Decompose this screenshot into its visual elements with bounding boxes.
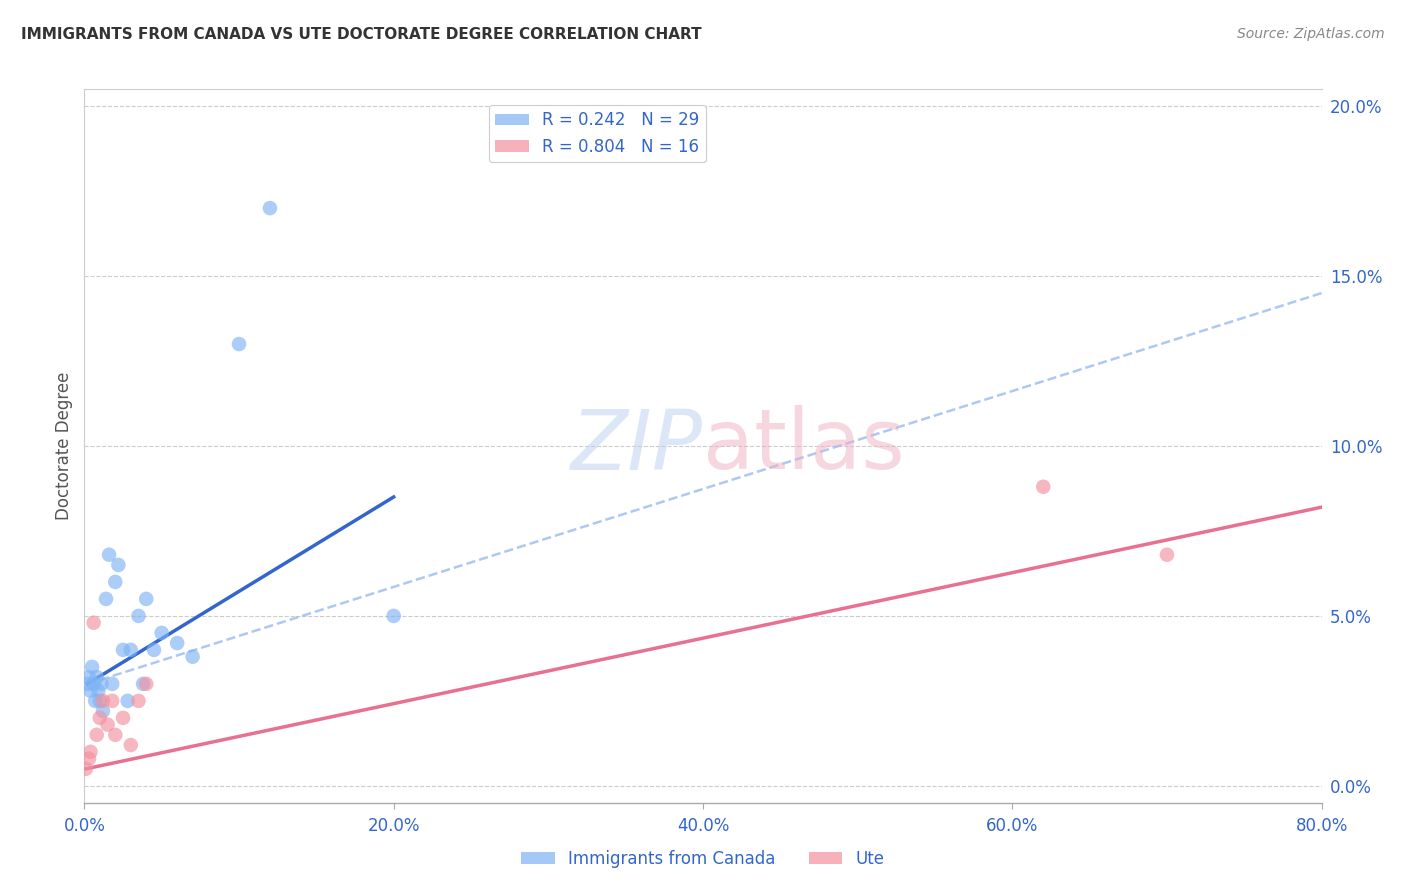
Point bbox=[83, 677, 105, 691]
Point bbox=[101, 677, 124, 691]
Point bbox=[181, 649, 204, 664]
Point bbox=[132, 677, 155, 691]
Point bbox=[83, 615, 105, 630]
Point bbox=[143, 643, 166, 657]
Point bbox=[82, 660, 104, 674]
Point bbox=[259, 201, 281, 215]
Point bbox=[94, 591, 117, 606]
Point bbox=[75, 762, 97, 776]
Point bbox=[101, 694, 124, 708]
Point bbox=[98, 548, 121, 562]
Point bbox=[128, 694, 150, 708]
Point bbox=[107, 558, 129, 572]
Text: ZIP: ZIP bbox=[571, 406, 703, 486]
Point bbox=[150, 626, 173, 640]
Point bbox=[120, 643, 142, 657]
Point bbox=[117, 694, 139, 708]
Legend: Immigrants from Canada, Ute: Immigrants from Canada, Ute bbox=[515, 844, 891, 875]
Point bbox=[228, 337, 250, 351]
Point bbox=[77, 670, 100, 684]
Point bbox=[1032, 480, 1054, 494]
Point bbox=[79, 745, 101, 759]
Point bbox=[79, 683, 101, 698]
Point bbox=[89, 694, 111, 708]
Point bbox=[1156, 548, 1178, 562]
Point bbox=[104, 728, 127, 742]
Point bbox=[104, 574, 127, 589]
Text: IMMIGRANTS FROM CANADA VS UTE DOCTORATE DEGREE CORRELATION CHART: IMMIGRANTS FROM CANADA VS UTE DOCTORATE … bbox=[21, 27, 702, 42]
Text: Source: ZipAtlas.com: Source: ZipAtlas.com bbox=[1237, 27, 1385, 41]
Point bbox=[76, 677, 98, 691]
Point bbox=[166, 636, 188, 650]
Point bbox=[77, 751, 100, 765]
Point bbox=[128, 608, 150, 623]
Legend: R = 0.242   N = 29, R = 0.804   N = 16: R = 0.242 N = 29, R = 0.804 N = 16 bbox=[489, 104, 706, 162]
Point bbox=[97, 717, 120, 731]
Point bbox=[91, 694, 114, 708]
Point bbox=[86, 670, 108, 684]
Point bbox=[120, 738, 142, 752]
Point bbox=[112, 711, 135, 725]
Point bbox=[90, 677, 112, 691]
Text: atlas: atlas bbox=[703, 406, 904, 486]
Point bbox=[87, 683, 110, 698]
Point bbox=[86, 728, 108, 742]
Point bbox=[382, 608, 405, 623]
Point bbox=[84, 694, 107, 708]
Point bbox=[112, 643, 135, 657]
Y-axis label: Doctorate Degree: Doctorate Degree bbox=[55, 372, 73, 520]
Point bbox=[89, 711, 111, 725]
Point bbox=[135, 591, 157, 606]
Point bbox=[135, 677, 157, 691]
Point bbox=[91, 704, 114, 718]
